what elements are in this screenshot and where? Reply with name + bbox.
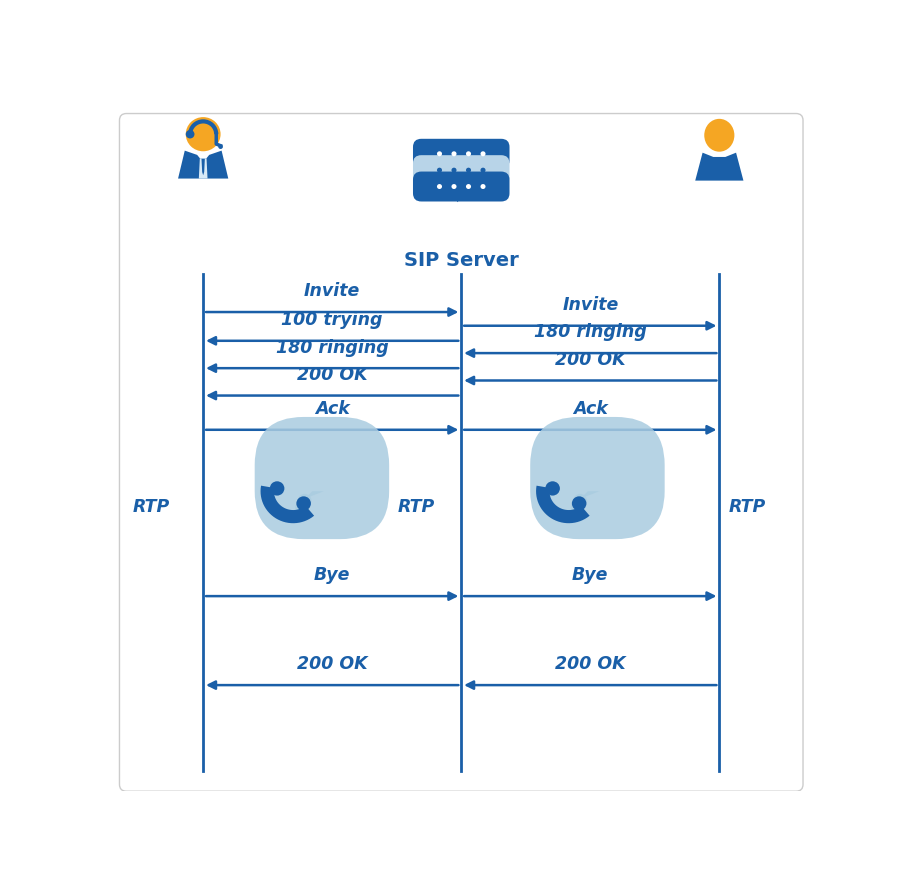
Circle shape	[185, 130, 194, 139]
FancyBboxPatch shape	[413, 172, 509, 202]
Text: RTP: RTP	[397, 498, 435, 517]
Polygon shape	[178, 150, 229, 179]
Circle shape	[218, 144, 223, 149]
Polygon shape	[199, 158, 208, 179]
Circle shape	[436, 168, 442, 172]
FancyBboxPatch shape	[413, 156, 509, 185]
Circle shape	[481, 168, 486, 172]
Text: 200 OK: 200 OK	[555, 351, 625, 369]
Circle shape	[481, 184, 486, 189]
Circle shape	[545, 481, 560, 495]
Text: 100 trying: 100 trying	[282, 311, 383, 329]
Polygon shape	[452, 193, 464, 202]
FancyBboxPatch shape	[255, 417, 389, 539]
FancyBboxPatch shape	[413, 139, 509, 169]
Circle shape	[452, 151, 456, 156]
Text: 200 OK: 200 OK	[297, 366, 367, 384]
Text: Invite: Invite	[304, 283, 360, 300]
Text: 200 OK: 200 OK	[555, 655, 625, 674]
Text: 180 ringing: 180 ringing	[275, 339, 389, 356]
Circle shape	[452, 168, 456, 172]
Text: Invite: Invite	[562, 296, 618, 314]
Circle shape	[573, 494, 587, 508]
Circle shape	[466, 168, 471, 172]
Text: Ack: Ack	[573, 400, 608, 418]
Text: Bye: Bye	[314, 566, 350, 584]
Circle shape	[481, 151, 486, 156]
Polygon shape	[580, 492, 599, 499]
Circle shape	[295, 504, 302, 511]
Circle shape	[185, 117, 220, 151]
Circle shape	[270, 481, 284, 495]
Text: RTP: RTP	[729, 498, 766, 517]
Text: 180 ringing: 180 ringing	[534, 324, 647, 341]
Polygon shape	[695, 153, 743, 180]
Circle shape	[296, 496, 310, 510]
Ellipse shape	[705, 119, 734, 152]
Circle shape	[452, 184, 456, 189]
Circle shape	[571, 504, 579, 511]
Polygon shape	[260, 485, 314, 524]
Polygon shape	[202, 159, 205, 175]
Text: 200 OK: 200 OK	[297, 655, 367, 674]
Text: SIP Server: SIP Server	[404, 252, 518, 270]
Circle shape	[466, 184, 471, 189]
Circle shape	[298, 494, 311, 508]
FancyBboxPatch shape	[530, 417, 665, 539]
Text: Bye: Bye	[572, 566, 608, 584]
Circle shape	[466, 151, 471, 156]
Text: Ack: Ack	[315, 400, 349, 418]
Polygon shape	[305, 492, 324, 499]
Polygon shape	[536, 485, 590, 524]
Circle shape	[436, 151, 442, 156]
Circle shape	[436, 184, 442, 189]
Circle shape	[572, 496, 587, 510]
Text: RTP: RTP	[132, 498, 169, 517]
